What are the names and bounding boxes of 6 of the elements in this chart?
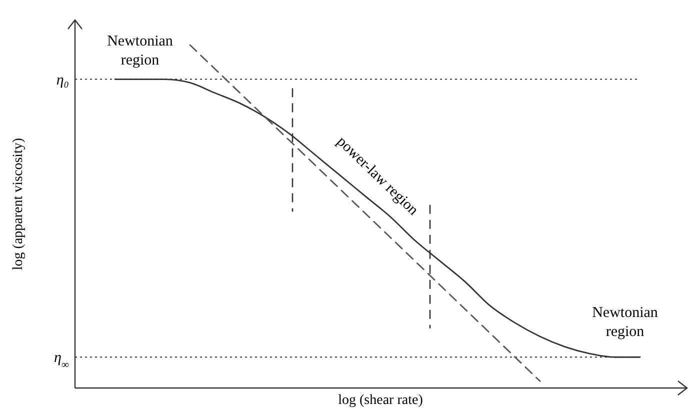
annotation: Newtonian region [592, 305, 658, 340]
ref-line-label: η$_{∞}$ [54, 350, 70, 371]
annotation: Newtonian region [107, 33, 174, 68]
x-axis-title: log (shear rate) [338, 393, 424, 408]
y-axis-title: log (apparent viscosity) [11, 138, 26, 270]
ref-line-label: η₀ [56, 72, 69, 88]
